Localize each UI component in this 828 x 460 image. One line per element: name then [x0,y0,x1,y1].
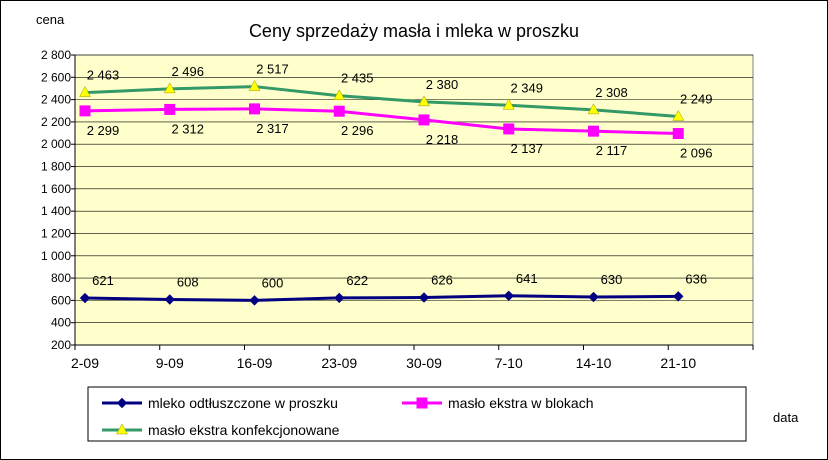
y-tick-label: 1 000 [41,249,71,263]
data-point [79,105,91,117]
data-label: 2 249 [680,91,713,106]
series-3 [79,80,685,121]
series-group [79,80,685,306]
data-label: 2 299 [87,123,120,138]
y-axis: 200 400 600 800 1 000 1 200 1 400 1 600 1 800 2 0… [41,48,76,352]
x-tick-label: 21-10 [660,355,696,371]
data-point [334,292,345,304]
legend-label: mleko odtłuszczone w proszku [148,395,338,411]
data-label: 2 096 [680,146,713,161]
data-point [418,95,430,107]
data-label: 626 [431,272,453,287]
data-label: 2 317 [256,121,289,136]
data-point [502,98,515,110]
series-line [84,294,679,302]
x-tick-label: 23-09 [321,355,357,371]
data-label: 2 463 [87,68,120,83]
y-tick-label: 400 [51,316,71,330]
data-point [416,397,428,409]
data-point [503,290,514,302]
data-point [673,291,684,302]
y-axis-label: cena [36,12,65,27]
data-point [418,292,430,303]
y-tick-label: 2 000 [41,137,71,151]
data-point [333,89,346,100]
x-tick-label: 30-09 [406,355,442,371]
x-tick-label: 14-10 [576,355,612,371]
data-point [164,103,176,115]
series-2 [79,103,684,140]
y-tick-label: 2 200 [41,115,71,129]
data-point [116,423,128,435]
data-point [672,128,684,140]
y-tick-label: 1 400 [41,204,71,218]
data-point [588,125,599,137]
data-label: 2 435 [341,71,374,86]
data-label: 621 [92,273,114,288]
x-tick-label: 9-09 [156,355,184,371]
legend-label: masło ekstra konfekcjonowane [148,422,340,438]
y-tick-label: 1 800 [41,160,71,174]
data-point [79,86,91,97]
legend-box [87,386,747,442]
data-labels: 621 608 600 622 626 641 630 636 2 299 2 312 2 317 2… [87,62,713,291]
data-label: 2 496 [171,64,204,79]
legend-item: masło ekstra w blokach [402,395,594,411]
data-label: 608 [177,274,199,289]
data-point [116,397,128,409]
y-tick-label: 200 [51,338,71,352]
y-tick-label: 1 600 [41,182,71,196]
data-point [587,103,600,115]
series-line [84,85,679,118]
y-tick-label: 600 [51,293,71,307]
data-label: 2 137 [510,141,543,156]
data-label: 2 312 [171,121,204,136]
x-tick-label: 7-10 [495,355,523,371]
legend-label: masło ekstra w blokach [448,395,594,411]
plot-area [74,54,754,346]
data-point [249,295,260,306]
y-tick-label: 2 600 [41,70,71,84]
y-tick-label: 800 [51,271,71,285]
data-label: 2 296 [341,123,374,138]
data-label: 641 [516,271,538,286]
legend-item: masło ekstra konfekcjonowane [102,422,340,438]
data-point [164,294,175,305]
data-point [418,114,430,126]
data-label: 2 349 [510,80,543,95]
data-label: 600 [262,275,284,290]
data-point [333,105,345,117]
y-tick-label: 1 200 [41,226,71,240]
data-label: 622 [346,273,368,288]
series-line [84,107,679,136]
data-label: 2 117 [596,143,628,158]
y-tick-label: 2 400 [41,93,71,107]
x-tick-label: 16-09 [237,355,273,371]
x-axis-label: data [773,410,799,425]
chart-title: Ceny sprzedaży masła i mleka w proszku [249,21,579,41]
legend: mleko odtłuszczone w proszku masło ekstra… [87,386,747,442]
x-tick-label: 2-09 [71,355,99,371]
data-point [163,82,176,94]
data-point [503,123,515,135]
legend-item: mleko odtłuszczone w proszku [102,395,338,411]
data-point [248,80,261,91]
y-tick-label: 2 800 [41,48,71,62]
x-axis: 2-09 9-09 16-09 23-09 30-09 7-10 14-10 21-10 [71,344,754,371]
data-label: 2 380 [426,77,459,92]
data-point [79,292,91,304]
data-point [588,291,599,303]
data-point [672,109,685,121]
data-label: 2 308 [595,85,628,100]
data-label: 630 [601,272,623,287]
data-point [249,103,260,115]
data-label: 2 218 [426,132,459,147]
data-label: 636 [685,271,707,286]
data-label: 2 517 [256,62,289,77]
series-1 [79,290,684,306]
